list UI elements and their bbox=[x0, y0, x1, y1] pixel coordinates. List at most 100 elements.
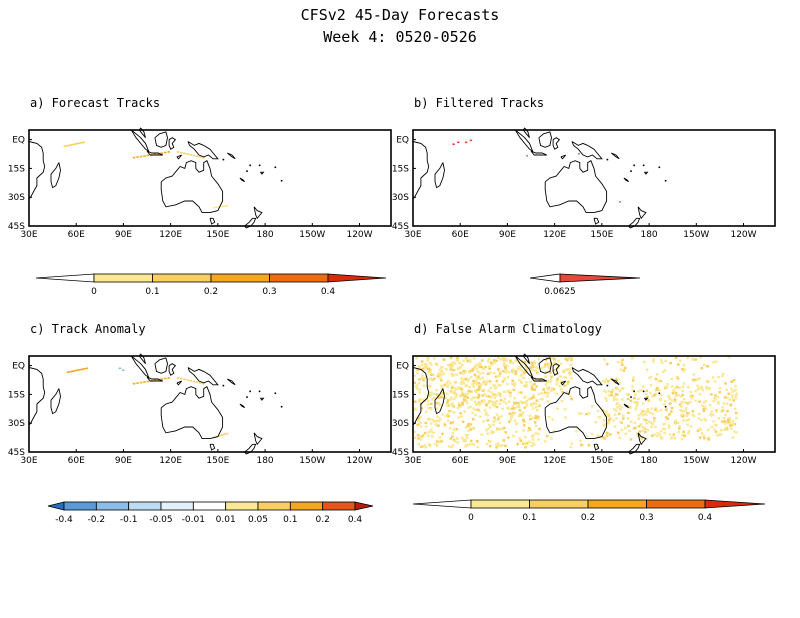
false-alarm-cell bbox=[450, 445, 453, 449]
false-alarm-cell bbox=[429, 394, 433, 397]
false-alarm-cell bbox=[517, 414, 521, 418]
false-alarm-cell bbox=[485, 403, 488, 407]
false-alarm-cell bbox=[563, 408, 567, 411]
false-alarm-cell bbox=[502, 358, 506, 361]
false-alarm-cell bbox=[522, 442, 525, 445]
false-alarm-cell bbox=[439, 417, 442, 420]
false-alarm-cell bbox=[603, 358, 606, 361]
track-cell bbox=[146, 380, 150, 383]
colorbar-tick-label: 0.1 bbox=[283, 515, 297, 525]
false-alarm-cell bbox=[451, 402, 454, 405]
figure-title: CFSv2 45-Day Forecasts bbox=[300, 6, 500, 24]
lon-tick-label: 90E bbox=[499, 230, 516, 240]
track-cell bbox=[202, 156, 205, 159]
false-alarm-cell bbox=[497, 392, 501, 395]
false-alarm-cell bbox=[452, 438, 456, 442]
false-alarm-cell bbox=[524, 435, 527, 439]
false-alarm-cell bbox=[691, 357, 694, 361]
australia-coastline bbox=[544, 386, 608, 440]
false-alarm-cell bbox=[547, 415, 551, 419]
track-cell bbox=[65, 144, 69, 147]
false-alarm-cell bbox=[523, 360, 527, 364]
lon-tick-label: 120W bbox=[346, 230, 372, 240]
false-alarm-cell bbox=[484, 383, 488, 386]
false-alarm-cell bbox=[476, 396, 480, 400]
false-alarm-cell bbox=[460, 415, 463, 418]
false-alarm-cell bbox=[689, 425, 693, 428]
lon-tick-label: 30E bbox=[404, 456, 421, 466]
colorbar-tick-label: 0.3 bbox=[262, 287, 276, 297]
false-alarm-cell bbox=[703, 436, 706, 440]
false-alarm-cell bbox=[436, 415, 439, 418]
false-alarm-cell bbox=[596, 445, 599, 449]
false-alarm-cell bbox=[565, 368, 569, 372]
lon-tick-label: 90E bbox=[499, 456, 516, 466]
false-alarm-cell bbox=[719, 433, 723, 436]
false-alarm-cell bbox=[569, 373, 572, 376]
false-alarm-cell bbox=[475, 390, 478, 394]
false-alarm-cell bbox=[703, 417, 706, 421]
panel-a-colorbar: 0 0.1 0.2 0.3 0.4 bbox=[35, 273, 387, 297]
false-alarm-cell bbox=[427, 367, 431, 370]
false-alarm-cell bbox=[534, 402, 538, 406]
false-alarm-cell bbox=[466, 443, 470, 447]
false-alarm-cell bbox=[417, 416, 420, 420]
false-alarm-cell bbox=[677, 427, 681, 430]
lat-tick-label: 15S bbox=[8, 390, 25, 400]
false-alarm-cell bbox=[718, 391, 722, 394]
false-alarm-cell bbox=[555, 383, 559, 386]
false-alarm-cell bbox=[629, 399, 633, 403]
false-alarm-cell bbox=[504, 431, 508, 434]
false-alarm-cell bbox=[621, 417, 625, 420]
false-alarm-cell bbox=[663, 369, 667, 372]
false-alarm-cell bbox=[446, 385, 449, 389]
false-alarm-cell bbox=[501, 407, 505, 411]
sumatra-coastline bbox=[130, 355, 150, 379]
lat-tick-label: EQ bbox=[12, 362, 25, 372]
lat-tick-label: EQ bbox=[12, 136, 25, 146]
false-alarm-cell bbox=[474, 381, 478, 384]
false-alarm-cell bbox=[421, 445, 425, 448]
false-alarm-cell bbox=[569, 445, 573, 449]
nz-south-coastline bbox=[627, 217, 641, 229]
false-alarm-cell bbox=[509, 418, 513, 421]
false-alarm-cell bbox=[544, 359, 548, 362]
track-cell bbox=[180, 151, 183, 154]
track-cell bbox=[469, 139, 473, 142]
false-alarm-cell bbox=[495, 359, 498, 362]
false-alarm-cell bbox=[665, 386, 669, 389]
false-alarm-cell bbox=[714, 360, 718, 363]
false-alarm-cell bbox=[544, 375, 547, 378]
false-alarm-cell bbox=[712, 413, 715, 417]
false-alarm-cell bbox=[718, 387, 722, 390]
false-alarm-cell bbox=[735, 416, 738, 420]
fiji-coastline bbox=[644, 397, 649, 401]
nz-north-coastline bbox=[253, 206, 263, 220]
false-alarm-cell bbox=[465, 393, 469, 396]
lon-tick-label: 120E bbox=[159, 456, 182, 466]
false-alarm-cell bbox=[530, 384, 534, 387]
false-alarm-cell bbox=[480, 433, 484, 436]
false-alarm-cell bbox=[438, 372, 442, 375]
panel-b-colorbar: 0.0625 bbox=[529, 273, 641, 297]
false-alarm-cell bbox=[612, 395, 616, 398]
false-alarm-cell bbox=[662, 427, 665, 430]
false-alarm-cell bbox=[486, 379, 489, 383]
colorbar-tick-label: 0.4 bbox=[698, 513, 713, 523]
false-alarm-cell bbox=[614, 393, 618, 396]
false-alarm-cell bbox=[452, 368, 456, 372]
false-alarm-cell bbox=[488, 440, 492, 443]
false-alarm-cell bbox=[467, 389, 471, 393]
false-alarm-cell bbox=[728, 416, 732, 420]
false-alarm-cell bbox=[647, 399, 651, 402]
false-alarm-cell bbox=[456, 356, 459, 359]
track-cell bbox=[213, 206, 216, 209]
false-alarm-cell bbox=[509, 361, 512, 364]
lon-tick-label: 180 bbox=[256, 456, 273, 466]
false-alarm-cell bbox=[670, 377, 674, 381]
track-cell bbox=[160, 378, 164, 380]
false-alarm-cell bbox=[568, 368, 571, 371]
track-cell bbox=[66, 371, 70, 373]
colorbar-right-arrow bbox=[327, 273, 387, 283]
false-alarm-cell bbox=[429, 422, 433, 425]
